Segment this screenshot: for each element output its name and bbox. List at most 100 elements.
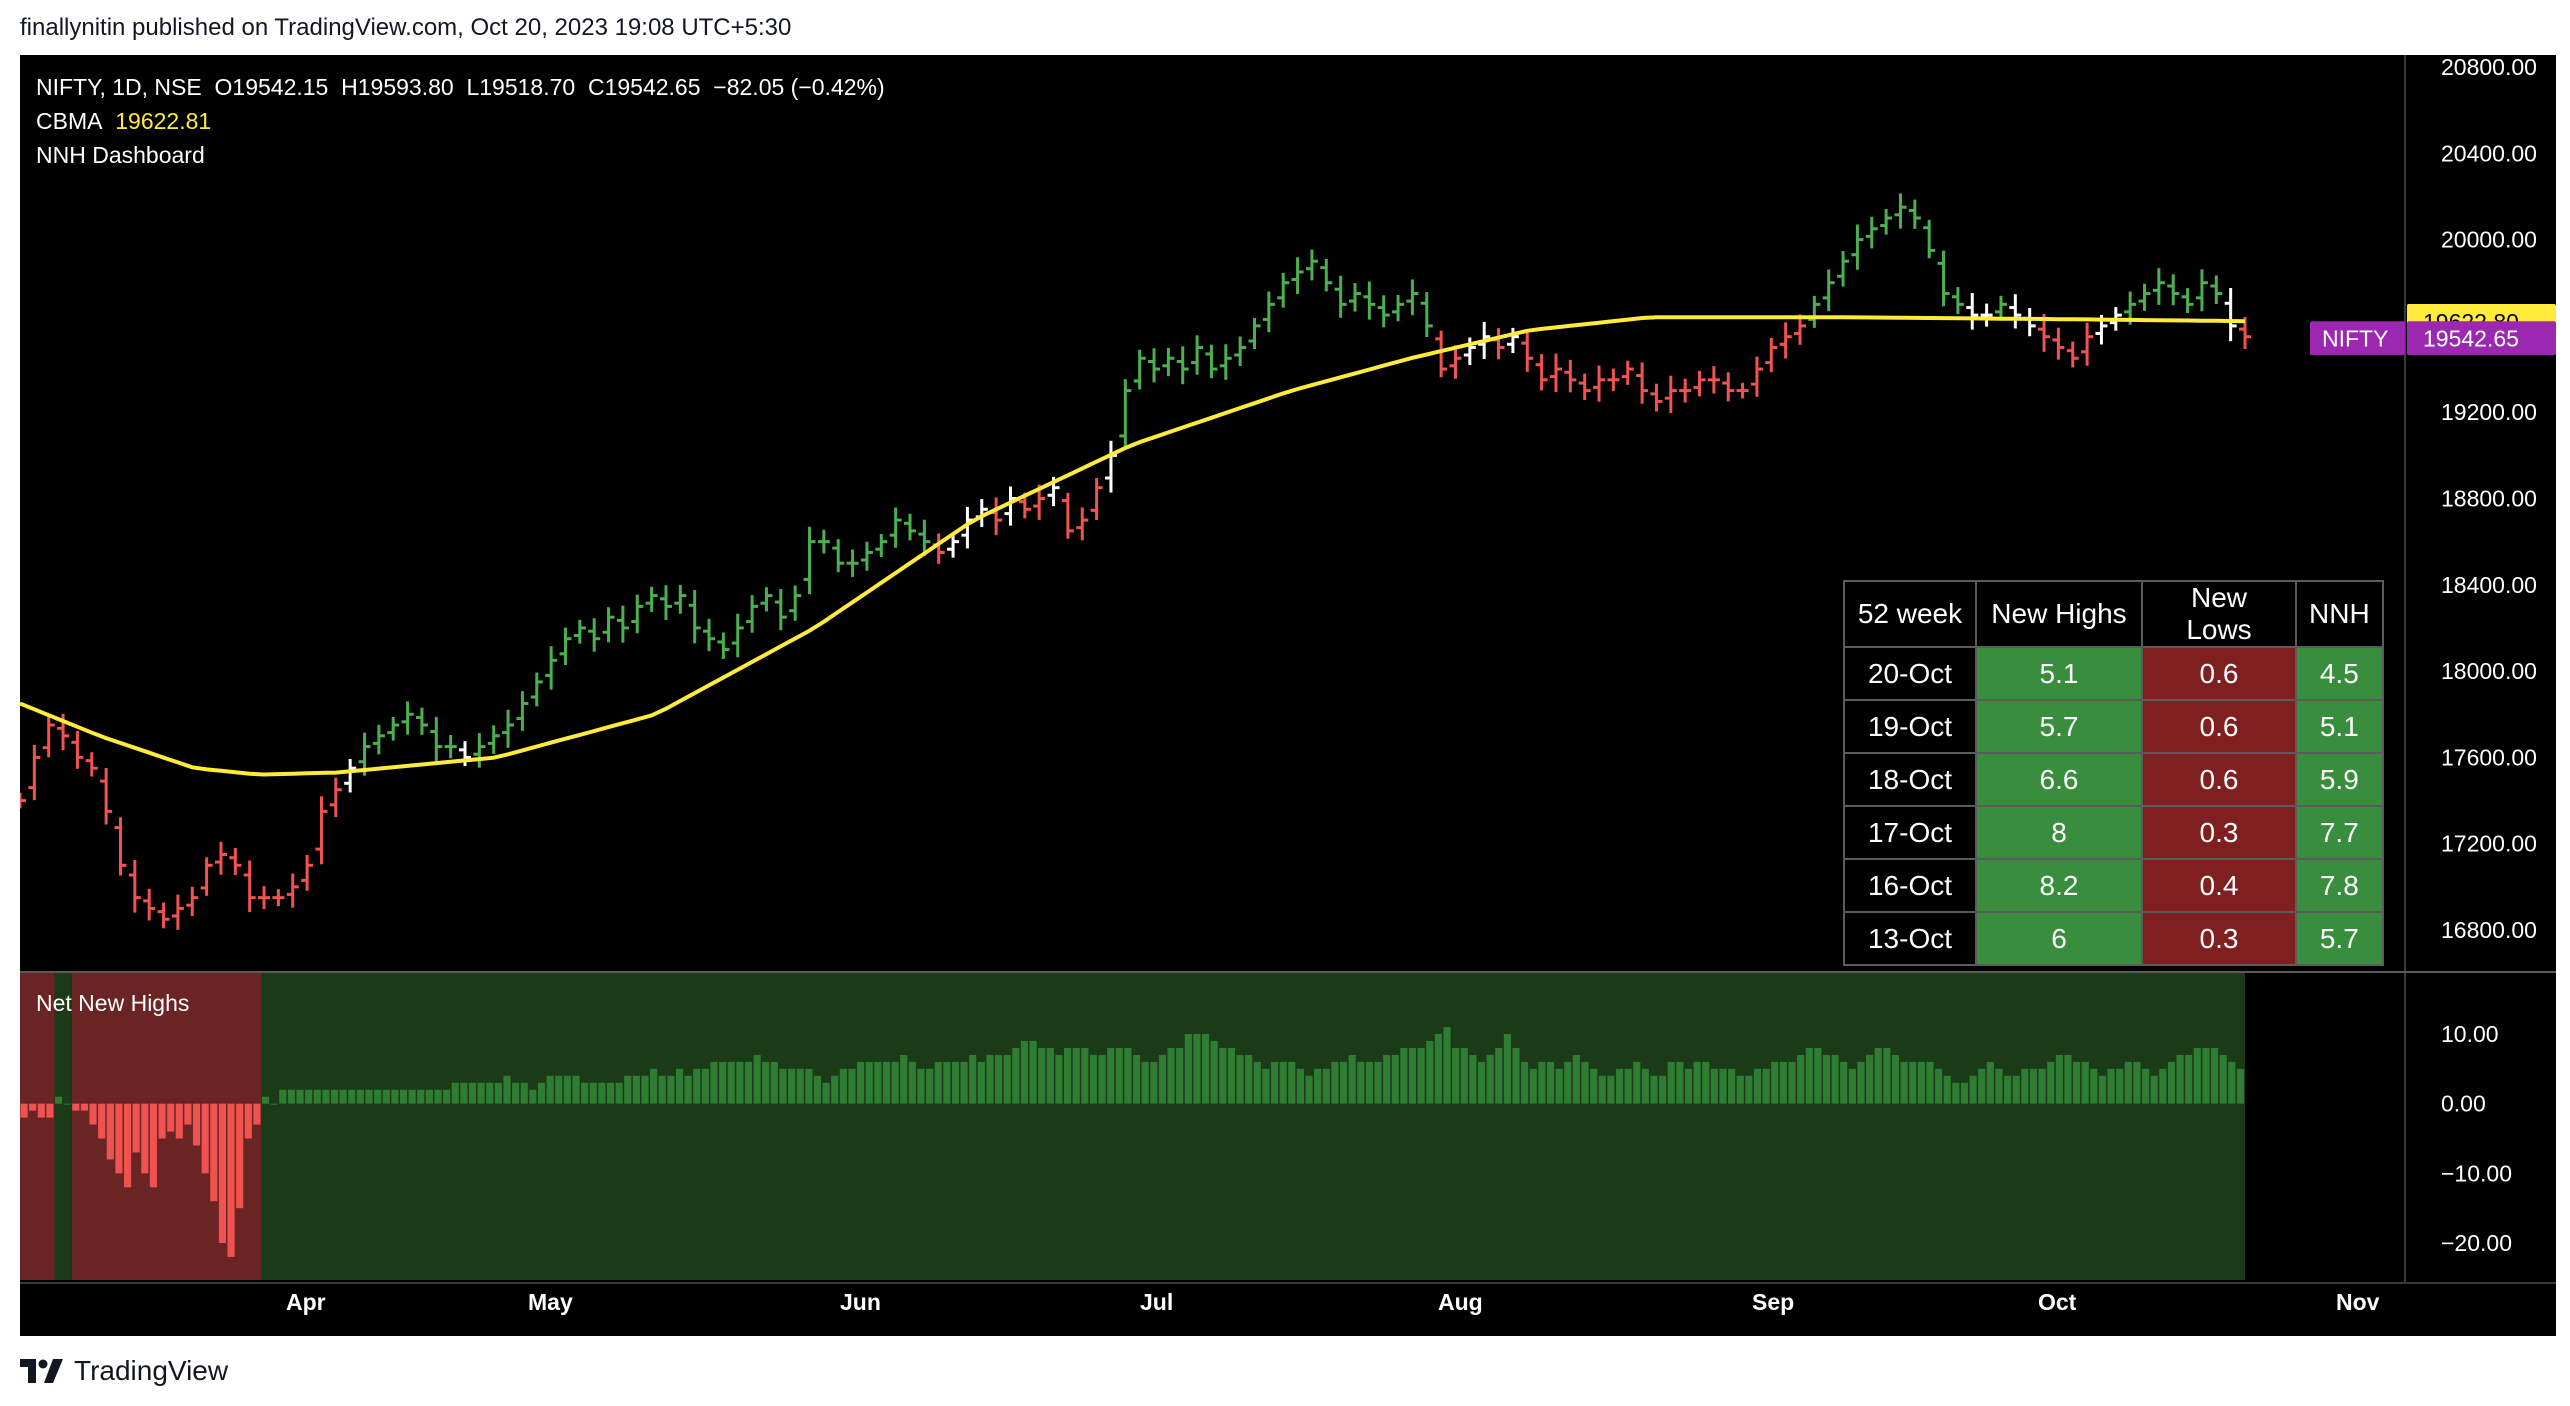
nnh-bar bbox=[167, 1103, 175, 1132]
table-row: 18-Oct 6.6 0.6 5.9 bbox=[1843, 752, 2384, 807]
nnh-bar bbox=[684, 1075, 692, 1104]
nnh-bar bbox=[287, 1089, 295, 1104]
nnh-bar bbox=[460, 1082, 468, 1104]
chart-frame[interactable]: 20800.0020400.0020000.0019600.0019200.00… bbox=[20, 55, 2556, 1336]
nnh-bar bbox=[184, 1103, 192, 1125]
nnh-bar bbox=[339, 1089, 347, 1104]
nnh-bar bbox=[667, 1075, 675, 1104]
nnh-bar bbox=[822, 1082, 830, 1104]
nnh-bar bbox=[1667, 1061, 1675, 1104]
nnh-bar bbox=[348, 1089, 356, 1104]
nnh-bar bbox=[1012, 1047, 1020, 1104]
indicator-title[interactable]: Net New Highs bbox=[36, 990, 190, 1016]
nnh-bar bbox=[1365, 1061, 1373, 1104]
row-new-lows: 0.3 bbox=[2141, 911, 2297, 966]
nnh-bar bbox=[408, 1089, 416, 1104]
nnh-bar bbox=[1771, 1061, 1779, 1104]
nnh-bar bbox=[451, 1082, 459, 1104]
nnh-bar bbox=[2124, 1061, 2132, 1104]
nnh-bar bbox=[261, 1096, 270, 1104]
nnh-bar bbox=[1046, 1047, 1054, 1104]
table-row: 17-Oct 8 0.3 7.7 bbox=[1843, 805, 2384, 860]
header-52-week: 52 week bbox=[1843, 580, 1977, 648]
nnh-bar bbox=[1124, 1047, 1132, 1104]
nnh-bar bbox=[1512, 1047, 1520, 1104]
nnh-bar bbox=[624, 1075, 632, 1104]
row-date: 17-Oct bbox=[1843, 805, 1977, 860]
nnh-bar bbox=[279, 1089, 287, 1104]
nnh-bar bbox=[1503, 1034, 1511, 1104]
nnh-bar bbox=[788, 1068, 796, 1104]
nnh-bar bbox=[132, 1103, 140, 1153]
legend-cbma-line[interactable]: CBMA 19622.81 bbox=[36, 104, 885, 138]
time-tick-label: Aug bbox=[1438, 1289, 1483, 1315]
nnh-bar bbox=[1279, 1061, 1287, 1104]
nnh-bar bbox=[227, 1103, 235, 1257]
nnh-bar bbox=[512, 1082, 520, 1104]
row-date: 16-Oct bbox=[1843, 858, 1977, 913]
nnh-bar bbox=[365, 1089, 373, 1104]
time-tick-label: May bbox=[528, 1289, 573, 1315]
nnh-bar bbox=[2073, 1061, 2081, 1104]
nnh-bar bbox=[391, 1089, 399, 1104]
legend-symbol[interactable]: NIFTY, 1D, NSE bbox=[36, 74, 202, 100]
nnh-bar bbox=[1891, 1054, 1900, 1104]
chart-canvas[interactable]: 20800.0020400.0020000.0019600.0019200.00… bbox=[20, 55, 2556, 1336]
nnh-bar bbox=[1848, 1068, 1856, 1104]
nnh-bar bbox=[149, 1103, 157, 1188]
nnh-bar bbox=[106, 1103, 114, 1160]
table-row: 16-Oct 8.2 0.4 7.8 bbox=[1843, 858, 2384, 913]
publish-caption: finallynitin published on TradingView.co… bbox=[20, 14, 792, 41]
nnh-bar bbox=[1883, 1047, 1891, 1104]
nnh-bar bbox=[865, 1061, 873, 1104]
nnh-bar bbox=[951, 1061, 960, 1104]
nnh-bar bbox=[1684, 1068, 1693, 1104]
nnh-bar bbox=[494, 1082, 502, 1104]
nnh-bar bbox=[1572, 1054, 1580, 1104]
nnh-bar bbox=[1564, 1061, 1572, 1104]
nnh-bar bbox=[857, 1061, 865, 1104]
tradingview-logo[interactable]: TradingView bbox=[20, 1355, 228, 1387]
nnh-bar bbox=[581, 1082, 589, 1104]
nnh-bar bbox=[1158, 1054, 1166, 1104]
nnh-bar bbox=[563, 1075, 571, 1104]
nnh-bar bbox=[1029, 1040, 1037, 1104]
nnh-bar bbox=[1253, 1061, 1261, 1104]
nnh-bar bbox=[1633, 1061, 1641, 1104]
nnh-bar bbox=[1874, 1047, 1882, 1104]
nnh-bar bbox=[2038, 1068, 2046, 1104]
nnh-bar bbox=[2047, 1061, 2055, 1104]
nnh-bar bbox=[1917, 1061, 1925, 1104]
nnh-bar bbox=[753, 1054, 761, 1104]
nnh-bar bbox=[1538, 1061, 1546, 1104]
nnh-bar bbox=[2219, 1054, 2227, 1104]
nnh-bar bbox=[1857, 1061, 1865, 1104]
nnh-bar bbox=[1339, 1061, 1348, 1104]
nnh-bar bbox=[1469, 1054, 1477, 1104]
row-nnh: 7.7 bbox=[2295, 805, 2384, 860]
nnh-bar bbox=[891, 1061, 899, 1104]
nnh-bar bbox=[1115, 1047, 1123, 1104]
nnh-bar bbox=[1745, 1075, 1753, 1104]
nnh-dashboard-table: 52 week New Highs New Lows NNH 20-Oct 5.… bbox=[1843, 580, 2384, 966]
nnh-tick-label: −10.00 bbox=[2441, 1160, 2512, 1186]
nnh-bar bbox=[2064, 1054, 2072, 1104]
row-nnh: 7.8 bbox=[2295, 858, 2384, 913]
nnh-bar bbox=[615, 1082, 623, 1104]
nnh-bar bbox=[2116, 1068, 2124, 1104]
nnh-bar bbox=[1176, 1047, 1184, 1104]
nnh-bar bbox=[2236, 1068, 2244, 1104]
nnh-bar bbox=[356, 1089, 364, 1104]
row-date: 20-Oct bbox=[1843, 646, 1977, 701]
nnh-bar bbox=[1788, 1061, 1796, 1104]
tradingview-brand-text: TradingView bbox=[74, 1355, 229, 1386]
nnh-bar bbox=[2202, 1047, 2210, 1104]
nnh-bar bbox=[1797, 1054, 1805, 1104]
nnh-bar bbox=[2185, 1054, 2193, 1104]
nnh-bar bbox=[382, 1089, 390, 1104]
price-legend: NIFTY, 1D, NSE O19542.15 H19593.80 L1951… bbox=[36, 70, 885, 172]
legend-low: L19518.70 bbox=[466, 74, 576, 100]
row-new-lows: 0.6 bbox=[2141, 752, 2297, 807]
legend-dashboard-label[interactable]: NNH Dashboard bbox=[36, 142, 205, 168]
row-nnh: 5.7 bbox=[2295, 911, 2384, 966]
